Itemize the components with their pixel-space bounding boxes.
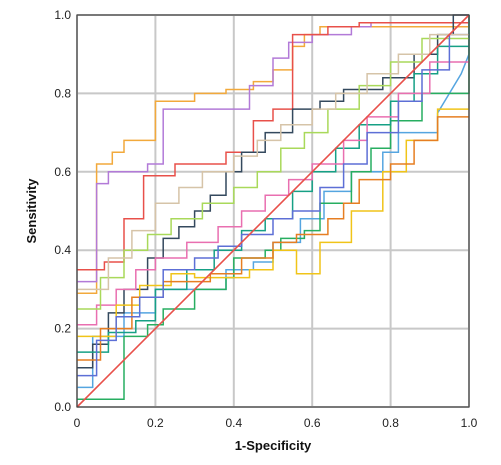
x-tick-label: 0.8 [382, 416, 399, 430]
x-tick-label: 0 [74, 416, 81, 430]
y-tick-label: 0.0 [54, 400, 71, 414]
roc-curve-13 [77, 33, 469, 291]
x-axis-label: 1-Specificity [235, 438, 312, 453]
roc-curves [76, 14, 470, 408]
y-tick-label: 0.2 [54, 322, 71, 336]
x-tick-label: 0.6 [304, 416, 321, 430]
x-tick-label: 1.0 [461, 416, 478, 430]
roc-curve-7 [77, 45, 469, 353]
y-tick-label: 0.8 [54, 86, 71, 100]
roc-curve-3 [77, 22, 469, 271]
tick-labels: 0 0.2 0.4 0.6 0.8 1.0 0.0 0.2 0.4 0.6 0.8 1.0 [54, 8, 477, 430]
y-tick-label: 0.6 [54, 165, 71, 179]
roc-curve-12 [77, 33, 469, 377]
roc-curve-9 [77, 37, 469, 310]
x-tick-label: 0.4 [225, 416, 242, 430]
roc-curve-8 [77, 61, 469, 326]
y-axis-label: Sensitivity [24, 178, 39, 244]
y-tick-label: 1.0 [54, 8, 71, 22]
plot-frame [76, 14, 470, 408]
y-tick-label: 0.4 [54, 243, 71, 257]
roc-curve-10 [77, 108, 469, 338]
x-tick-label: 0.2 [147, 416, 164, 430]
roc-curve-2 [77, 15, 470, 283]
reference-diagonal [76, 14, 470, 408]
